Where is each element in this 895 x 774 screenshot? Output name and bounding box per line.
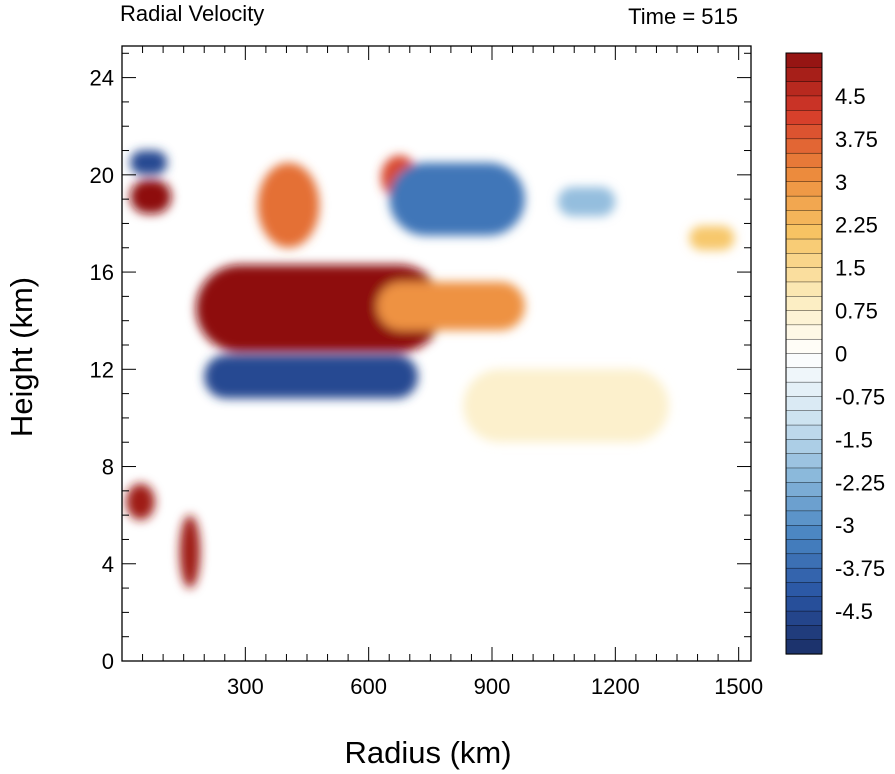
- y-axis-label: Height (km): [4, 277, 39, 437]
- colorbar-box: [785, 338, 823, 355]
- colorbar-box: [785, 152, 823, 169]
- velocity-feature: [463, 369, 669, 443]
- colorbar-box: [785, 467, 823, 483]
- colorbar-box: [785, 124, 823, 140]
- y-tick-label: 24: [90, 66, 114, 91]
- colorbar-box: [785, 52, 823, 68]
- colorbar-box: [785, 582, 823, 598]
- colorbar: 4.5 3.75 3 2.25 1.5 0.75 0 -0.75 -1.5 -2.25 -3 -3.7…: [785, 52, 885, 655]
- y-tick-label: 8: [102, 455, 114, 480]
- y-tick-label: 4: [102, 552, 114, 577]
- colorbar-box: [785, 67, 823, 83]
- colorbar-box: [785, 224, 823, 240]
- velocity-feature: [376, 281, 525, 331]
- colorbar-label: -4.5: [835, 599, 873, 624]
- colorbar-box: [785, 210, 823, 226]
- colorbar-box: [785, 453, 823, 469]
- colorbar-box: [785, 625, 823, 641]
- x-tick-label: 1200: [591, 674, 640, 699]
- y-tick-label: 16: [90, 260, 114, 285]
- colorbar-box: [785, 238, 823, 254]
- axis-ticks: 300 600 900 1200 1500 0 4 8 12 16 20 24: [90, 46, 763, 699]
- colorbar-box: [785, 324, 823, 340]
- velocity-feature: [689, 225, 735, 251]
- y-tick-label: 20: [90, 163, 114, 188]
- colorbar-label: -2.25: [835, 470, 885, 495]
- colorbar-box: [785, 281, 823, 297]
- y-tick-label: 0: [102, 649, 114, 674]
- colorbar-box: [785, 138, 823, 154]
- chart-title: Radial Velocity: [120, 1, 264, 26]
- velocity-feature: [204, 354, 418, 399]
- velocity-feature: [557, 187, 616, 217]
- colorbar-box: [785, 353, 823, 369]
- plot-background: [122, 46, 751, 661]
- colorbar-box: [785, 396, 823, 412]
- colorbar-box: [785, 181, 823, 197]
- colorbar-box: [785, 567, 823, 584]
- colorbar-box: [785, 596, 823, 612]
- colorbar-box: [785, 381, 823, 398]
- colorbar-box: [785, 110, 823, 126]
- colorbar-box: [785, 253, 823, 269]
- colorbar-label: 3.75: [835, 127, 878, 152]
- velocity-feature: [179, 515, 201, 589]
- colorbar-label: -3.75: [835, 556, 885, 581]
- colorbar-box: [785, 95, 823, 111]
- x-tick-label: 600: [350, 674, 387, 699]
- colorbar-box: [785, 410, 823, 426]
- colorbar-box: [785, 539, 823, 555]
- colorbar-box: [785, 267, 823, 283]
- colorbar-box: [785, 482, 823, 498]
- colorbar-label: -1.5: [835, 427, 873, 452]
- colorbar-label: 4.5: [835, 84, 866, 109]
- velocity-feature: [196, 264, 443, 353]
- colorbar-label: -0.75: [835, 384, 885, 409]
- colorbar-label: -3: [835, 513, 855, 538]
- colorbar-box: [785, 553, 823, 569]
- colorbar-box: [785, 525, 823, 541]
- velocity-field: [122, 46, 751, 661]
- colorbar-box: [785, 167, 823, 183]
- velocity-feature: [130, 179, 172, 214]
- x-tick-label: 1500: [714, 674, 763, 699]
- colorbar-frame: [785, 52, 823, 655]
- colorbar-box: [785, 296, 823, 312]
- velocity-feature: [130, 150, 168, 175]
- time-label: Time = 515: [628, 4, 738, 29]
- velocity-feature: [126, 483, 155, 520]
- x-tick-label: 300: [227, 674, 264, 699]
- colorbar-box: [785, 367, 823, 383]
- colorbar-box: [785, 81, 823, 97]
- colorbar-label: 0.75: [835, 299, 878, 324]
- colorbar-label: 0: [835, 342, 847, 367]
- colorbar-box: [785, 496, 823, 512]
- colorbar-box: [785, 424, 823, 440]
- x-tick-label: 900: [474, 674, 511, 699]
- velocity-feature: [389, 162, 525, 236]
- plot-frame: [121, 45, 752, 662]
- colorbar-box: [785, 639, 823, 655]
- colorbar-label: 2.25: [835, 213, 878, 238]
- colorbar-box: [785, 195, 823, 212]
- x-axis-label: Radius (km): [344, 735, 511, 770]
- colorbar-box: [785, 439, 823, 455]
- y-tick-label: 12: [90, 357, 114, 382]
- velocity-feature: [257, 162, 320, 248]
- colorbar-label: 3: [835, 170, 847, 195]
- colorbar-box: [785, 310, 823, 326]
- colorbar-box: [785, 610, 823, 626]
- colorbar-label: 1.5: [835, 256, 866, 281]
- colorbar-box: [785, 510, 823, 526]
